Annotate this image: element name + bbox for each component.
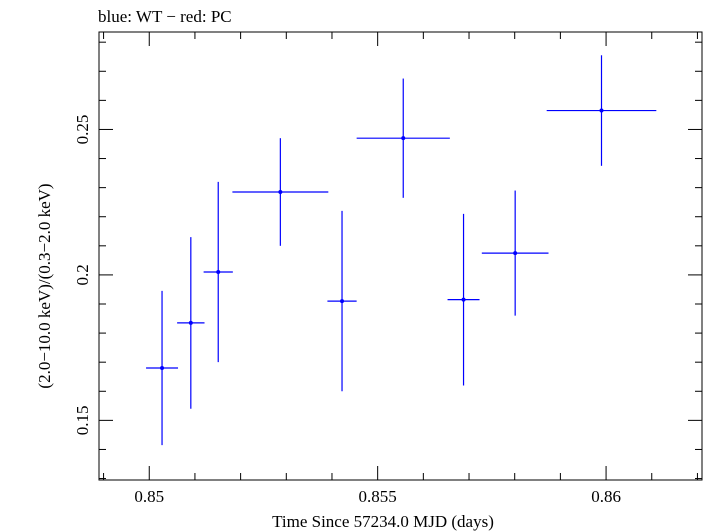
y-tick-label: 0.15 <box>73 405 92 435</box>
x-tick-label: 0.86 <box>591 487 621 506</box>
data-point <box>447 213 480 386</box>
x-axis: 0.85 0.855 0.86 <box>103 32 698 506</box>
plot-frame <box>98 31 703 481</box>
data-point <box>177 237 205 409</box>
point-marker <box>461 297 466 302</box>
x-tick-label: 0.85 <box>134 487 164 506</box>
point-marker <box>188 320 193 325</box>
data-points <box>146 55 657 446</box>
data-point <box>232 138 329 246</box>
y-tick-label: 0.2 <box>73 264 92 285</box>
point-marker <box>340 299 345 304</box>
point-marker <box>278 190 283 194</box>
x-axis-label: Time Since 57234.0 MJD (days) <box>272 512 494 531</box>
chart-title: blue: WT − red: PC <box>98 7 232 26</box>
data-point <box>481 190 549 316</box>
point-marker <box>160 366 165 370</box>
data-point <box>327 210 357 392</box>
data-point <box>356 78 450 198</box>
point-marker <box>599 108 604 113</box>
point-marker <box>513 251 518 256</box>
plot-border <box>98 31 703 481</box>
x-tick-label: 0.855 <box>359 487 397 506</box>
point-marker <box>216 270 221 274</box>
y-tick-label: 0.25 <box>73 115 92 145</box>
data-point <box>203 181 233 363</box>
point-marker <box>401 136 406 141</box>
y-axis: 0.15 0.2 0.25 <box>73 41 702 480</box>
data-point <box>546 55 657 166</box>
y-axis-label: (2.0−10.0 keV)/(0.3−2.0 keV) <box>35 183 54 388</box>
data-point <box>146 290 179 446</box>
